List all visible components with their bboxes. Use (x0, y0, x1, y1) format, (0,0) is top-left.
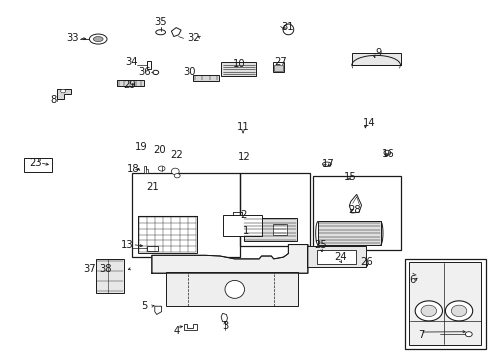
Text: 3: 3 (222, 321, 228, 331)
Text: 2: 2 (239, 210, 246, 220)
Text: 18: 18 (127, 163, 140, 174)
Text: 6: 6 (409, 275, 415, 285)
Ellipse shape (322, 162, 330, 166)
Ellipse shape (89, 34, 107, 44)
Ellipse shape (153, 70, 158, 75)
Text: 1: 1 (242, 226, 249, 236)
Text: 36: 36 (139, 67, 151, 77)
Text: 17: 17 (321, 159, 334, 169)
Bar (221, 62, 256, 76)
Bar (117, 80, 143, 86)
Text: 31: 31 (281, 22, 293, 32)
Text: 38: 38 (99, 264, 112, 274)
Text: 33: 33 (66, 33, 79, 43)
Text: 24: 24 (334, 252, 346, 262)
Bar (272, 224, 287, 234)
Text: 5: 5 (141, 301, 147, 311)
Text: 25: 25 (314, 240, 326, 250)
Polygon shape (183, 324, 197, 330)
Bar (405, 259, 485, 348)
Bar (243, 218, 297, 241)
Ellipse shape (158, 166, 164, 171)
Bar (272, 62, 284, 72)
Polygon shape (221, 314, 227, 321)
Ellipse shape (465, 332, 471, 337)
Text: 29: 29 (123, 80, 136, 90)
Text: 11: 11 (236, 122, 249, 132)
Polygon shape (155, 306, 161, 315)
Ellipse shape (450, 305, 466, 317)
Text: 7: 7 (417, 330, 423, 340)
Polygon shape (306, 246, 366, 267)
Text: 26: 26 (359, 257, 372, 267)
Bar (239, 173, 310, 246)
Bar (166, 272, 298, 306)
Text: 9: 9 (375, 48, 381, 58)
Text: 27: 27 (274, 57, 286, 67)
Text: 13: 13 (121, 240, 134, 250)
Ellipse shape (383, 150, 390, 155)
Ellipse shape (224, 280, 244, 298)
Bar (96, 259, 124, 293)
Text: 21: 21 (146, 182, 159, 192)
Text: 28: 28 (347, 206, 360, 216)
Polygon shape (351, 53, 400, 65)
Bar (138, 216, 196, 253)
Text: 32: 32 (186, 33, 199, 43)
Text: 35: 35 (154, 17, 166, 27)
Text: 15: 15 (343, 172, 356, 183)
Polygon shape (57, 89, 71, 99)
Text: 10: 10 (233, 59, 245, 69)
Polygon shape (283, 24, 293, 35)
Text: 22: 22 (169, 150, 182, 160)
Text: 14: 14 (362, 118, 374, 128)
Bar (193, 75, 218, 81)
Ellipse shape (156, 30, 165, 35)
Bar (317, 221, 380, 244)
Text: 23: 23 (29, 158, 42, 168)
Polygon shape (152, 244, 307, 273)
Text: 12: 12 (238, 152, 250, 162)
Polygon shape (144, 166, 148, 173)
Polygon shape (348, 194, 361, 213)
Bar (132, 173, 239, 257)
Text: 16: 16 (381, 149, 394, 159)
Bar (147, 61, 151, 69)
Text: 30: 30 (183, 67, 196, 77)
Ellipse shape (93, 37, 103, 41)
Bar (23, 158, 52, 172)
Bar (408, 262, 481, 345)
Polygon shape (171, 28, 181, 37)
Bar (312, 176, 400, 250)
Ellipse shape (420, 305, 436, 317)
Text: 8: 8 (50, 95, 57, 105)
Text: 37: 37 (83, 264, 96, 274)
Bar (316, 250, 355, 264)
Bar (222, 215, 261, 235)
Ellipse shape (171, 168, 179, 175)
Text: 20: 20 (153, 145, 165, 155)
Bar (274, 64, 283, 71)
Text: 19: 19 (135, 142, 147, 152)
Ellipse shape (414, 301, 442, 321)
Bar (147, 246, 158, 251)
Ellipse shape (61, 89, 65, 93)
Text: 34: 34 (125, 57, 137, 67)
Text: 4: 4 (173, 325, 179, 336)
Ellipse shape (445, 301, 472, 321)
Ellipse shape (174, 174, 180, 178)
